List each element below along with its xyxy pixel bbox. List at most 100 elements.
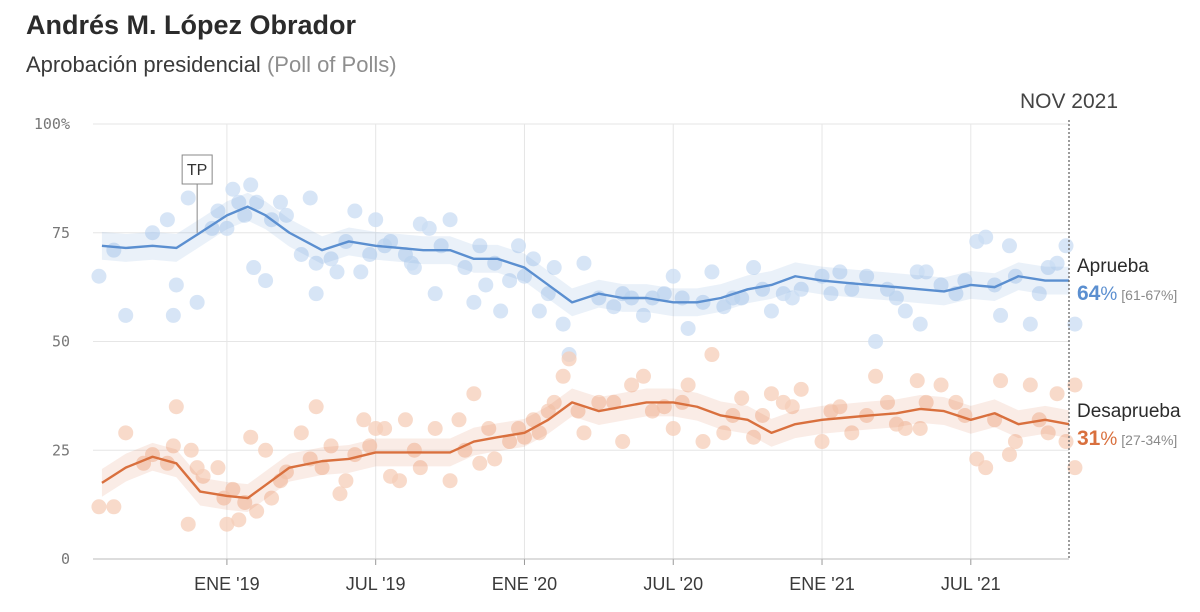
approve-poll-dot: [656, 286, 672, 302]
approve-range-label: [61-67%]: [1121, 287, 1177, 303]
approve-series-name: Aprueba: [1077, 256, 1149, 277]
approve-poll-dot: [180, 190, 196, 206]
disapprove-poll-dot: [993, 373, 1009, 389]
disapprove-poll-dot: [1049, 386, 1065, 402]
disapprove-poll-dot: [615, 434, 631, 450]
disapprove-poll-dot: [546, 394, 562, 410]
approve-poll-dot: [237, 207, 253, 223]
disapprove-poll-dot: [978, 460, 994, 476]
disapprove-poll-dot: [502, 434, 518, 450]
disapprove-poll-dot: [695, 434, 711, 450]
disapprove-poll-dot: [644, 403, 660, 419]
date-marker-label: NOV 2021: [1020, 90, 1118, 113]
disapprove-poll-dot: [481, 421, 497, 436]
approve-poll-dot: [918, 264, 934, 280]
approve-poll-dot: [118, 307, 134, 323]
x-tick-label: ENE '21: [789, 574, 854, 594]
disapprove-poll-dot: [466, 386, 482, 402]
approve-poll-dot: [189, 294, 205, 310]
approve-trend-line: [101, 205, 1069, 304]
approve-poll-dot: [912, 316, 928, 332]
disapprove-poll-dot: [338, 473, 354, 489]
approve-poll-dot: [1049, 255, 1065, 271]
approve-poll-dot: [493, 303, 509, 319]
approve-poll-dot: [1067, 316, 1083, 332]
approve-poll-dot: [546, 260, 562, 276]
disapprove-poll-dot: [897, 421, 913, 436]
approve-poll-dot: [210, 203, 226, 219]
disapprove-poll-dot: [219, 516, 235, 532]
approve-poll-dot: [680, 320, 696, 336]
y-tick-label: 0: [61, 550, 70, 568]
approve-poll-dot: [368, 212, 384, 228]
approve-poll-dot: [258, 273, 274, 289]
disapprove-poll-dot: [918, 394, 934, 410]
disapprove-poll-dot: [734, 390, 750, 406]
approve-poll-dot: [204, 220, 220, 236]
disapprove-trend-line: [101, 401, 1070, 500]
disapprove-poll-dot: [1022, 377, 1038, 393]
approve-poll-dot: [272, 194, 288, 210]
disapprove-poll-dot: [231, 512, 247, 528]
approve-poll-dot: [353, 264, 369, 280]
approve-poll-dot: [168, 277, 184, 293]
x-tick-label: JUL '20: [643, 574, 703, 594]
disapprove-poll-dot: [525, 412, 541, 428]
disapprove-current-value: 31% [27-34%]: [1077, 427, 1177, 450]
approve-poll-dot: [159, 212, 175, 228]
disapprove-poll-dot: [314, 460, 330, 476]
approve-poll-dot: [347, 203, 363, 219]
y-tick-label: 100%: [34, 115, 70, 133]
disapprove-poll-dot: [704, 347, 720, 363]
x-axis: ENE '19 JUL '19 ENE '20 JUL '20 ENE '21 JUL '…: [194, 559, 1001, 594]
disapprove-poll-dot: [356, 412, 372, 428]
disapprove-poll-dot: [909, 373, 925, 389]
disapprove-poll-dot: [784, 399, 800, 415]
disapprove-poll-dot: [91, 499, 107, 515]
disapprove-poll-dot: [397, 412, 413, 428]
approve-poll-dot: [933, 277, 949, 293]
disapprove-poll-dot: [716, 425, 732, 441]
approve-poll-dot: [525, 251, 541, 267]
disapprove-poll-dot: [531, 425, 547, 441]
approve-poll-dot: [383, 233, 399, 249]
approve-poll-dot: [231, 194, 247, 210]
approve-poll-dot: [329, 264, 345, 280]
disapprove-poll-dot: [183, 442, 199, 458]
approve-poll-dot: [978, 229, 994, 245]
disapprove-poll-dot: [1001, 447, 1017, 463]
approve-poll-dot: [427, 286, 443, 302]
disapprove-poll-dot: [606, 394, 622, 410]
poll-dots: [91, 177, 1083, 532]
approve-band: [101, 192, 1070, 317]
disapprove-series-name: Desaprueba: [1077, 401, 1181, 422]
x-tick-label: ENE '19: [194, 574, 259, 594]
disapprove-poll-dot: [332, 486, 348, 502]
approve-poll-dot: [406, 260, 422, 276]
approve-poll-dot: [763, 303, 779, 319]
disapprove-poll-dot: [323, 438, 339, 454]
approve-poll-dot: [1031, 286, 1047, 302]
disapprove-poll-dot: [487, 451, 503, 467]
trend-lines: [101, 205, 1070, 500]
disapprove-poll-dot: [249, 503, 265, 519]
approve-poll-dot: [844, 281, 860, 297]
disapprove-poll-dot: [427, 421, 443, 436]
disapprove-poll-dot: [195, 468, 211, 484]
disapprove-poll-dot: [106, 499, 122, 515]
tp-annotation: TP: [181, 154, 213, 233]
confidence-bands: [101, 192, 1070, 513]
disapprove-poll-dot: [165, 438, 181, 454]
disapprove-poll-dot: [264, 490, 280, 506]
disapprove-poll-dot: [258, 442, 274, 458]
y-tick-label: 75: [52, 224, 70, 242]
disapprove-poll-dot: [680, 377, 696, 393]
disapprove-poll-dot: [308, 399, 324, 415]
approve-poll-dot: [746, 260, 762, 276]
disapprove-poll-dot: [412, 460, 428, 476]
disapprove-poll-dot: [576, 425, 592, 441]
approve-poll-dot: [478, 277, 494, 293]
disapprove-poll-dot: [472, 455, 488, 471]
approve-poll-dot: [734, 290, 750, 306]
approve-poll-dot: [246, 260, 262, 276]
